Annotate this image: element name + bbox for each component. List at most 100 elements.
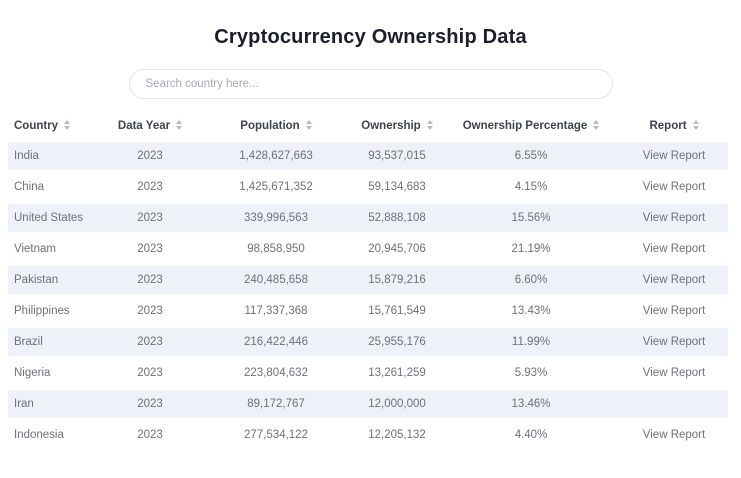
cell-country: Iran xyxy=(8,388,100,419)
cell-report: View Report xyxy=(620,419,728,450)
cell-report: View Report xyxy=(620,326,728,357)
column-header-label: Population xyxy=(240,120,300,132)
cell-report: View Report xyxy=(620,295,728,326)
cell-data-year: 2023 xyxy=(100,171,200,202)
cell-population: 277,534,122 xyxy=(200,419,352,450)
cell-ownership-percentage: 6.60% xyxy=(442,264,620,295)
page-title: Cryptocurrency Ownership Data xyxy=(214,26,527,48)
table-row: United States 2023 339,996,563 52,888,108 15… xyxy=(8,202,728,233)
cell-report: View Report xyxy=(620,233,728,264)
column-header-population[interactable]: Population xyxy=(200,112,352,140)
cell-population: 223,804,632 xyxy=(200,357,352,388)
table-row: Vietnam 2023 98,858,950 20,945,706 21.19% Vie… xyxy=(8,233,728,264)
column-header-ownership[interactable]: Ownership xyxy=(352,112,442,140)
cell-ownership: 59,134,683 xyxy=(352,171,442,202)
cell-ownership-percentage: 15.56% xyxy=(442,202,620,233)
column-header-country[interactable]: Country xyxy=(8,112,100,140)
cell-ownership: 20,945,706 xyxy=(352,233,442,264)
cell-ownership: 15,879,216 xyxy=(352,264,442,295)
cell-country: Nigeria xyxy=(8,357,100,388)
cell-ownership-percentage: 21.19% xyxy=(442,233,620,264)
cell-ownership-percentage: 13.43% xyxy=(442,295,620,326)
column-header-label: Country xyxy=(14,120,59,132)
cell-country: Brazil xyxy=(8,326,100,357)
search-bar xyxy=(128,69,613,99)
cell-population: 117,337,368 xyxy=(200,295,352,326)
cell-population: 89,172,767 xyxy=(200,388,352,419)
view-report-link[interactable]: View Report xyxy=(642,429,706,441)
table-row: Iran 2023 89,172,767 12,000,000 13.46% xyxy=(8,388,728,419)
cell-report: View Report xyxy=(620,264,728,295)
cell-ownership-percentage: 11.99% xyxy=(442,326,620,357)
table-body: India 2023 1,428,627,663 93,537,015 6.55% Vie… xyxy=(8,140,728,450)
cell-population: 339,996,563 xyxy=(200,202,352,233)
cell-report: View Report xyxy=(620,202,728,233)
page: Cryptocurrency Ownership Data Country Da… xyxy=(0,26,741,478)
sort-icon xyxy=(593,119,600,130)
cell-report: View Report xyxy=(620,357,728,388)
cell-population: 1,428,627,663 xyxy=(200,140,352,171)
table-row: India 2023 1,428,627,663 93,537,015 6.55% Vie… xyxy=(8,140,728,171)
cell-country: China xyxy=(8,171,100,202)
column-header-label: Report xyxy=(649,120,687,132)
view-report-link[interactable]: View Report xyxy=(642,305,706,317)
cell-ownership-percentage: 6.55% xyxy=(442,140,620,171)
cell-country: India xyxy=(8,140,100,171)
column-header-ownership-percentage[interactable]: Ownership Percentage xyxy=(442,112,620,140)
cell-data-year: 2023 xyxy=(100,419,200,450)
view-report-link[interactable]: View Report xyxy=(642,150,706,162)
cell-ownership-percentage: 4.40% xyxy=(442,419,620,450)
search-input[interactable] xyxy=(128,69,613,99)
cell-ownership: 13,261,259 xyxy=(352,357,442,388)
cell-data-year: 2023 xyxy=(100,140,200,171)
column-header-report[interactable]: Report xyxy=(620,112,728,140)
cell-ownership-percentage: 13.46% xyxy=(442,388,620,419)
cell-data-year: 2023 xyxy=(100,233,200,264)
cell-ownership: 12,205,132 xyxy=(352,419,442,450)
column-header-label: Ownership Percentage xyxy=(462,120,588,132)
cell-data-year: 2023 xyxy=(100,388,200,419)
cell-ownership: 12,000,000 xyxy=(352,388,442,419)
cell-report: View Report xyxy=(620,171,728,202)
table-row: Nigeria 2023 223,804,632 13,261,259 5.93% Vie… xyxy=(8,357,728,388)
table-row: Indonesia 2023 277,534,122 12,205,132 4.40% V… xyxy=(8,419,728,450)
cell-ownership-percentage: 5.93% xyxy=(442,357,620,388)
sort-icon xyxy=(692,119,699,130)
cell-ownership-percentage: 4.15% xyxy=(442,171,620,202)
cell-report xyxy=(620,388,728,419)
view-report-link[interactable]: View Report xyxy=(642,243,706,255)
column-header-label: Data Year xyxy=(117,120,171,132)
view-report-link[interactable]: View Report xyxy=(642,212,706,224)
sort-icon xyxy=(305,119,312,130)
sort-icon xyxy=(64,119,71,130)
cell-country: Pakistan xyxy=(8,264,100,295)
cell-country: Philippines xyxy=(8,295,100,326)
cell-data-year: 2023 xyxy=(100,202,200,233)
cell-ownership: 52,888,108 xyxy=(352,202,442,233)
cell-ownership: 15,761,549 xyxy=(352,295,442,326)
table-row: China 2023 1,425,671,352 59,134,683 4.15% Vie… xyxy=(8,171,728,202)
cell-ownership: 93,537,015 xyxy=(352,140,442,171)
view-report-link[interactable]: View Report xyxy=(642,274,706,286)
column-header-data-year[interactable]: Data Year xyxy=(100,112,200,140)
cell-population: 240,485,658 xyxy=(200,264,352,295)
sort-icon xyxy=(176,119,183,130)
cell-population: 1,425,671,352 xyxy=(200,171,352,202)
cell-country: United States xyxy=(8,202,100,233)
view-report-link[interactable]: View Report xyxy=(642,367,706,379)
table-header-row: Country Data Year Population Ownership O… xyxy=(8,112,728,140)
cell-country: Indonesia xyxy=(8,419,100,450)
sort-icon xyxy=(426,119,433,130)
column-header-label: Ownership xyxy=(361,120,421,132)
view-report-link[interactable]: View Report xyxy=(642,181,706,193)
crypto-ownership-table: Country Data Year Population Ownership O… xyxy=(8,112,728,450)
cell-data-year: 2023 xyxy=(100,295,200,326)
table-row: Philippines 2023 117,337,368 15,761,549 13.4… xyxy=(8,295,728,326)
table-row: Pakistan 2023 240,485,658 15,879,216 6.60% Vi… xyxy=(8,264,728,295)
cell-report: View Report xyxy=(620,140,728,171)
cell-population: 98,858,950 xyxy=(200,233,352,264)
cell-data-year: 2023 xyxy=(100,264,200,295)
cell-ownership: 25,955,176 xyxy=(352,326,442,357)
cell-country: Vietnam xyxy=(8,233,100,264)
view-report-link[interactable]: View Report xyxy=(642,336,706,348)
